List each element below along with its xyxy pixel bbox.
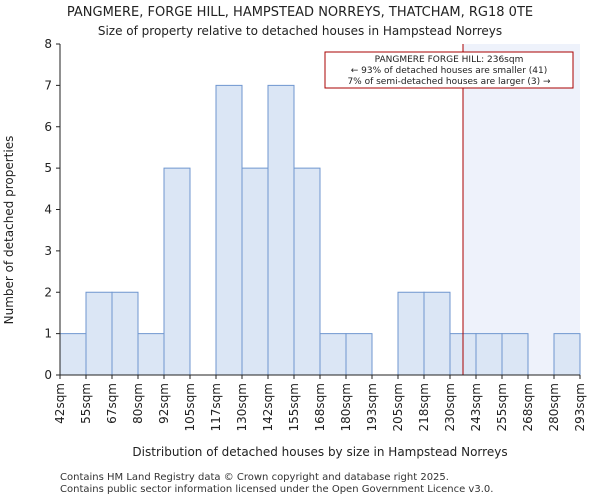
bar: [345, 333, 373, 376]
bar: [501, 333, 529, 376]
x-tick-label: 193sqm: [365, 383, 379, 431]
annotation-box: PANGMERE FORGE HILL: 236sqm ← 93% of det…: [324, 51, 574, 89]
x-tick-label: 105sqm: [183, 383, 197, 431]
x-tick-label: 268sqm: [521, 383, 535, 431]
x-tick-label: 255sqm: [495, 383, 509, 431]
larger-region-shade: [463, 44, 580, 375]
bar: [163, 167, 191, 376]
bar: [267, 84, 295, 376]
bar: [293, 167, 321, 376]
y-tick-label: 0: [44, 368, 52, 382]
annotation-line-1: PANGMERE FORGE HILL: 236sqm: [375, 55, 524, 65]
bar: [397, 291, 425, 376]
bar: [85, 291, 113, 376]
x-tick-label: 180sqm: [339, 383, 353, 431]
bar: [111, 291, 139, 376]
x-tick-label: 92sqm: [157, 383, 171, 424]
y-ticks-group: 0 1 2 3 4 5 6 7 8: [44, 37, 60, 382]
y-tick-label: 6: [44, 120, 52, 134]
bar: [137, 333, 165, 376]
annotation-line-2: ← 93% of detached houses are smaller (41…: [351, 66, 548, 76]
y-tick-label: 2: [44, 285, 52, 299]
y-tick-label: 4: [44, 203, 52, 217]
x-tick-label: 42sqm: [53, 383, 67, 424]
annotation-border: [324, 51, 574, 89]
x-tick-label: 55sqm: [79, 383, 93, 424]
x-tick-label: 230sqm: [443, 383, 457, 431]
y-tick-label: 1: [44, 327, 52, 341]
bar: [553, 333, 581, 376]
x-tick-label: 117sqm: [209, 383, 223, 431]
chart-title: PANGMERE, FORGE HILL, HAMPSTEAD NORREYS,…: [67, 5, 533, 20]
footer-licence: Contains public sector information licen…: [60, 484, 494, 495]
x-tick-label: 205sqm: [391, 383, 405, 431]
bar: [59, 333, 87, 376]
footer-copyright: Contains HM Land Registry data © Crown c…: [60, 472, 449, 483]
bar: [241, 167, 269, 376]
x-tick-label: 130sqm: [235, 383, 249, 431]
x-tick-label: 218sqm: [417, 383, 431, 431]
bar: [319, 333, 347, 376]
x-tick-label: 67sqm: [105, 383, 119, 424]
x-ticks-group: 42sqm 55sqm 67sqm 80sqm 92sqm 105sqm 117sqm 130…: [53, 375, 587, 431]
x-tick-label: 243sqm: [469, 383, 483, 431]
chart-subtitle: Size of property relative to detached ho…: [98, 24, 502, 38]
bar: [475, 333, 503, 376]
x-tick-label: 155sqm: [287, 383, 301, 431]
bars-group: [59, 84, 581, 376]
x-tick-label: 280sqm: [547, 383, 561, 431]
y-tick-label: 8: [44, 37, 52, 51]
y-tick-label: 3: [44, 244, 52, 258]
x-tick-label: 80sqm: [131, 383, 145, 424]
y-tick-label: 7: [44, 78, 52, 92]
y-axis-label: Number of detached properties: [2, 136, 16, 325]
x-tick-label: 293sqm: [573, 383, 587, 431]
larger-region: [463, 44, 580, 375]
y-tick-label: 5: [44, 161, 52, 175]
x-tick-label: 142sqm: [261, 383, 275, 431]
bar: [423, 291, 451, 376]
x-axis-label: Distribution of detached houses by size …: [132, 445, 507, 459]
annotation-line-3: 7% of semi-detached houses are larger (3…: [347, 77, 551, 87]
x-tick-label: 168sqm: [313, 383, 327, 431]
bar: [215, 84, 243, 376]
